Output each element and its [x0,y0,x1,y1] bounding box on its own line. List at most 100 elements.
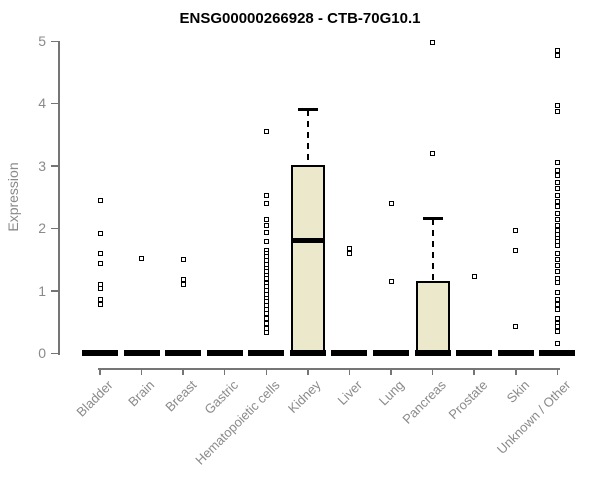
outlier-point [554,179,560,185]
outlier-point [554,109,560,114]
outlier-point [263,216,269,222]
whisker-cap [297,108,318,112]
x-tick [99,368,101,375]
outlier-point [180,277,186,283]
zero-bar [206,350,243,356]
y-tick-label: 3 [38,157,46,174]
zero-bar [414,350,451,356]
x-tick [473,368,475,375]
outlier-point [97,230,103,236]
outlier-point [554,185,560,191]
outlier-point [346,245,352,251]
outlier-point [346,250,352,256]
zero-bar [373,350,410,356]
outlier-point [554,102,560,108]
x-tick-label: Kidney [285,377,324,417]
x-tick [140,368,143,375]
outlier-point [554,301,560,307]
x-axis-line [98,368,560,370]
outlier-point [263,310,269,316]
outlier-point [263,239,269,245]
outlier-point [263,128,269,134]
outlier-point [263,230,269,236]
y-tick-label: 4 [38,95,46,112]
outlier-point [554,192,560,198]
whisker-line [306,109,309,165]
outlier-point [97,301,103,307]
outlier-point [180,256,186,262]
x-tick-label: Lung [375,377,407,409]
outlier-point [430,150,436,156]
zero-bar [456,350,493,356]
whisker-line [431,218,434,282]
x-tick-label: Bladder [73,377,116,420]
outlier-point [471,274,477,280]
zero-bar [82,350,118,356]
x-tick-label: Liver [334,377,366,408]
x-tick-label: Skin [503,377,532,406]
x-tick [223,368,226,375]
outlier-point [263,329,269,335]
outlier-point [97,296,103,302]
outlier-point [554,48,560,54]
y-tick-label: 2 [38,220,46,237]
y-tick [51,227,58,230]
outlier-point [554,256,560,262]
y-tick-label: 0 [38,345,46,361]
y-tick [51,165,58,167]
outlier-point [263,193,269,199]
outlier-point [554,328,560,334]
outlier-point [554,279,560,285]
outlier-point [97,260,103,266]
x-tick [182,368,184,375]
zero-bar [248,350,285,356]
x-tick [348,368,351,375]
outlier-point [263,200,269,206]
outlier-point [554,198,560,204]
x-tick-label: Prostate [445,377,491,423]
outlier-point [554,210,560,216]
y-tick-label: 1 [38,282,46,299]
outlier-point [554,340,560,346]
zero-bar [165,350,202,356]
outlier-point [554,216,560,222]
x-tick-label: Brain [125,377,158,410]
x-tick-label: Pancreas [399,377,449,427]
zero-bar [497,350,534,356]
chart-title: ENSG00000266928 - CTB-70G10.1 [179,10,421,27]
outlier-point [554,160,560,166]
outlier-point [513,227,519,233]
outlier-point [554,296,560,302]
whisker-cap [422,217,443,221]
outlier-point [554,289,560,295]
outlier-point [430,39,436,45]
outlier-point [263,275,269,281]
outlier-point [180,282,186,288]
x-tick [307,368,309,375]
outlier-point [139,255,145,261]
zero-bar [123,350,160,356]
outlier-point [554,269,560,275]
x-tick [390,368,392,375]
outlier-point [554,172,560,178]
x-tick [265,368,268,375]
y-axis-line [58,41,60,355]
outlier-point [388,278,394,284]
zero-bar [539,350,576,356]
outlier-point [263,320,269,326]
x-tick-label: Breast [161,377,200,415]
y-tick [51,352,58,354]
outlier-point [554,167,560,173]
outlier-point [513,324,519,330]
boxplot-box [290,164,325,353]
y-tick [51,40,58,42]
outlier-point [554,243,560,249]
y-tick-label: 5 [38,33,46,49]
x-tick-label: Unknown / Other [493,377,574,457]
x-tick [515,368,517,375]
outlier-point [554,306,560,312]
y-tick [51,102,58,105]
boxplot-box [415,281,450,353]
